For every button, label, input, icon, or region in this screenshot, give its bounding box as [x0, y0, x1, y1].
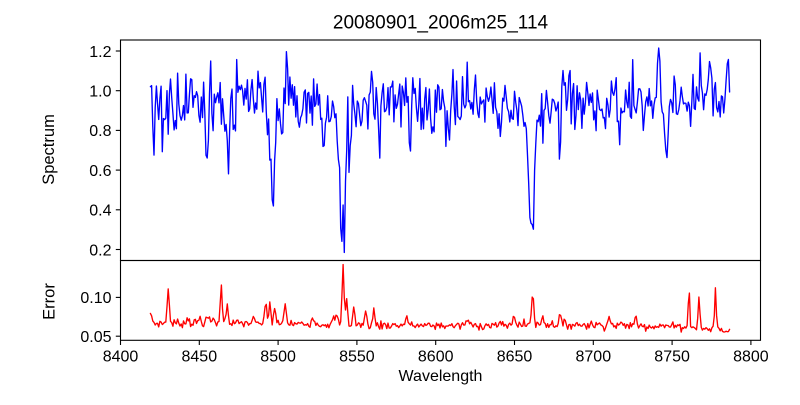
svg-text:0.4: 0.4: [89, 203, 111, 220]
svg-text:8750: 8750: [654, 349, 690, 366]
svg-text:8550: 8550: [339, 349, 375, 366]
svg-text:0.2: 0.2: [89, 242, 111, 259]
svg-text:Spectrum: Spectrum: [40, 114, 58, 185]
svg-text:1.2: 1.2: [89, 44, 111, 61]
svg-text:0.05: 0.05: [80, 329, 111, 346]
svg-text:8800: 8800: [733, 349, 769, 366]
svg-text:8700: 8700: [576, 349, 612, 366]
svg-text:20080901_2006m25_114: 20080901_2006m25_114: [333, 13, 549, 34]
svg-text:8650: 8650: [497, 349, 533, 366]
svg-text:0.10: 0.10: [80, 290, 111, 307]
svg-text:1.0: 1.0: [89, 84, 111, 101]
svg-text:Error: Error: [41, 283, 59, 320]
svg-text:0.8: 0.8: [89, 123, 111, 140]
svg-text:8600: 8600: [418, 349, 454, 366]
svg-text:8450: 8450: [182, 349, 218, 366]
svg-text:8400: 8400: [103, 349, 139, 366]
svg-text:Wavelength: Wavelength: [399, 368, 483, 385]
svg-text:8500: 8500: [260, 349, 296, 366]
svg-text:0.6: 0.6: [89, 163, 111, 180]
